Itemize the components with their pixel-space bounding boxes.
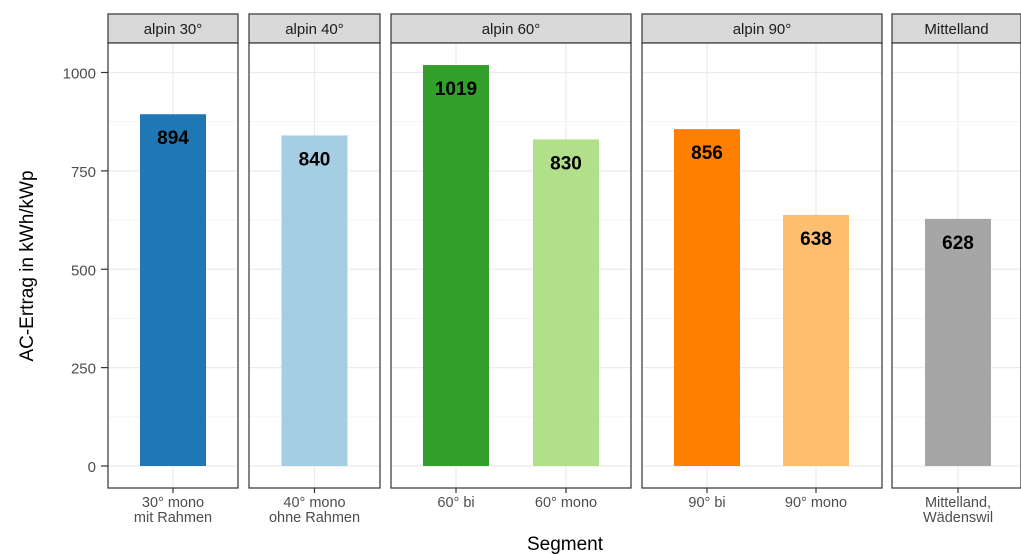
- bar-value-label: 638: [800, 229, 832, 250]
- facet-strip: [390, 13, 632, 44]
- bar: [783, 214, 849, 466]
- facet-title: alpin 60°: [482, 21, 541, 38]
- facet-title: Mittelland: [924, 21, 988, 38]
- bar-value-label: 1019: [435, 79, 477, 100]
- bar: [140, 114, 206, 466]
- y-tick-label: 750: [71, 164, 96, 181]
- x-tick-label: 30° mono mit Rahmen: [134, 495, 212, 526]
- x-tick-label: 60° bi: [437, 495, 474, 511]
- facet-panel-border: [107, 42, 239, 489]
- bar-value-label: 856: [691, 143, 723, 164]
- facet-title: alpin 30°: [144, 21, 203, 38]
- y-tick-label: 500: [71, 262, 96, 279]
- bar: [925, 218, 991, 466]
- bar-value-label: 840: [299, 149, 331, 170]
- y-tick-label: 1000: [63, 66, 96, 83]
- bar-value-label: 628: [942, 233, 974, 254]
- y-axis-title: AC-Ertrag in kWh/kWp: [17, 170, 38, 361]
- facet-panel-border: [248, 42, 381, 489]
- x-tick-label: 40° mono ohne Rahmen: [269, 495, 360, 526]
- x-axis-title: Segment: [527, 534, 604, 554]
- facet-strip: [891, 13, 1021, 44]
- bar: [423, 65, 489, 466]
- facet-strip: [107, 13, 239, 44]
- bar: [674, 129, 740, 466]
- x-tick-label: 90° mono: [785, 495, 847, 511]
- bar-value-label: 830: [550, 153, 582, 174]
- bar: [281, 135, 348, 466]
- x-tick-label: 90° bi: [688, 495, 725, 511]
- bar-value-label: 894: [157, 128, 189, 149]
- facet-panel-border: [390, 42, 632, 489]
- y-tick-label: 250: [71, 361, 96, 378]
- x-tick-label: Mittelland, Wädenswil: [923, 495, 993, 526]
- facet-title: alpin 40°: [285, 21, 344, 38]
- facet-title: alpin 90°: [733, 21, 792, 38]
- y-tick-label: 0: [88, 459, 96, 476]
- bar: [533, 139, 599, 466]
- facet-panel-border: [641, 42, 883, 489]
- x-tick-label: 60° mono: [535, 495, 597, 511]
- facet-panel-border: [891, 42, 1021, 489]
